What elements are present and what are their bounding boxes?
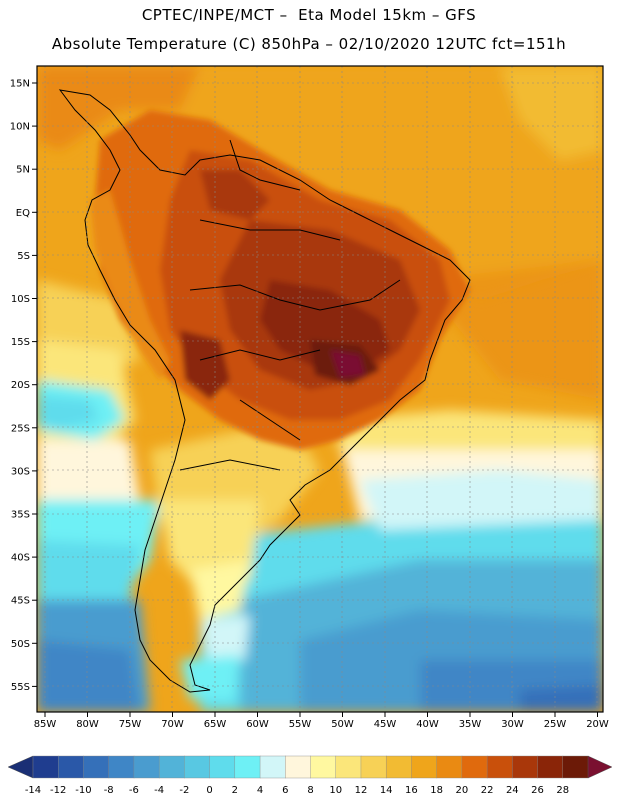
colorbar-swatch [184,755,211,779]
lon-tick-label: 45W [374,719,397,730]
colorbar-swatch [360,755,387,779]
colorbar-label: 12 [355,785,368,796]
colorbar-swatch [537,755,564,779]
colorbar-label: -2 [179,785,189,796]
colorbar-label: -4 [154,785,164,796]
lat-tick-label: 40S [11,553,30,564]
colorbar-label: 26 [531,785,544,796]
colorbar-swatch [108,755,135,779]
lat-tick-label: 30S [11,466,30,477]
lat-tick-label: 35S [11,510,30,521]
lon-tick-label: 80W [76,719,99,730]
colorbar-label: 16 [405,785,418,796]
colorbar-swatch [209,755,236,779]
graticule [37,66,603,712]
lon-tick-label: 25W [544,719,567,730]
colorbar-swatch [259,755,286,779]
colorbar-label: -12 [50,785,66,796]
colorbar-swatch [486,755,513,779]
colorbar-swatch [58,755,84,779]
chart-title-line2: Absolute Temperature (C) 850hPa – 02/10/… [51,35,567,53]
lat-tick-label: 15S [11,337,30,348]
colorbar-under-triangle [7,755,34,779]
colorbar-swatch [436,755,463,779]
lat-tick-label: 20S [11,380,30,391]
colorbar-label: 14 [380,785,393,796]
lat-tick-label: 10N [10,122,30,133]
colorbar-label: 10 [329,785,342,796]
colorbar: -14 -12 -10 -8 -6 -4 -2 0 2 4 6 8 10 12 14 16 18 20 22 24 26… [7,755,613,796]
lat-tick-label: 15N [10,79,30,90]
lon-tick-label: 85W [34,719,57,730]
lon-tick-label: 40W [416,719,439,730]
lon-tick-label: 65W [204,719,227,730]
colorbar-swatch [285,755,312,779]
colorbar-swatch [234,755,261,779]
colorbar-swatch [310,755,337,779]
lon-tick-label: 55W [289,719,312,730]
lon-tick-label: 30W [501,719,524,730]
colorbar-swatch [133,755,160,779]
lat-axis: 15N 10N 5N EQ 5S 10S 15S 20S 25S 30S 35S 40S 45S 50S 5… [10,79,37,693]
colorbar-swatch [512,755,539,779]
chart-title-line1: CPTEC/INPE/MCT – Eta Model 15km – GFS [141,6,477,24]
colorbar-swatch [335,755,362,779]
colorbar-swatch [385,755,412,779]
lat-tick-label: 50S [11,639,30,650]
colorbar-label: 4 [257,785,263,796]
lat-tick-label: 45S [11,596,30,607]
colorbar-label: -10 [75,785,91,796]
lon-tick-label: 20W [586,719,609,730]
temperature-field [37,66,603,712]
lon-tick-label: 70W [161,719,184,730]
colorbar-label: 18 [430,785,443,796]
colorbar-label: 0 [206,785,212,796]
lon-tick-label: 75W [119,719,142,730]
lat-tick-label: 55S [11,682,30,693]
lon-axis: 85W 80W 75W 70W 65W 60W 55W 50W 45W 40W 35W 30W 25W 2… [34,712,609,730]
lon-tick-label: 35W [459,719,482,730]
colorbar-swatch [461,755,488,779]
colorbar-label: 8 [307,785,313,796]
colorbar-swatch [83,755,110,779]
colorbar-label: 24 [506,785,519,796]
colorbar-swatch [411,755,438,779]
colorbar-over-triangle [587,755,613,779]
colorbar-label: -8 [104,785,114,796]
lat-tick-label: 25S [11,423,30,434]
map-frame [36,65,604,713]
coastlines [58,89,471,693]
colorbar-label: -14 [25,785,41,796]
lon-tick-label: 50W [331,719,354,730]
lat-tick-label: 5N [16,165,30,176]
colorbar-label: 22 [481,785,494,796]
colorbar-label: 28 [556,785,569,796]
colorbar-swatch [32,755,59,779]
colorbar-swatch [158,755,185,779]
colorbar-label: 6 [282,785,288,796]
colorbar-label: 20 [455,785,468,796]
colorbar-label: -6 [129,785,139,796]
lat-tick-label: 10S [11,294,30,305]
colorbar-label: 2 [232,785,238,796]
colorbar-swatch [562,755,589,779]
lon-tick-label: 60W [246,719,269,730]
lat-tick-label: EQ [16,208,30,219]
lat-tick-label: 5S [17,251,30,262]
